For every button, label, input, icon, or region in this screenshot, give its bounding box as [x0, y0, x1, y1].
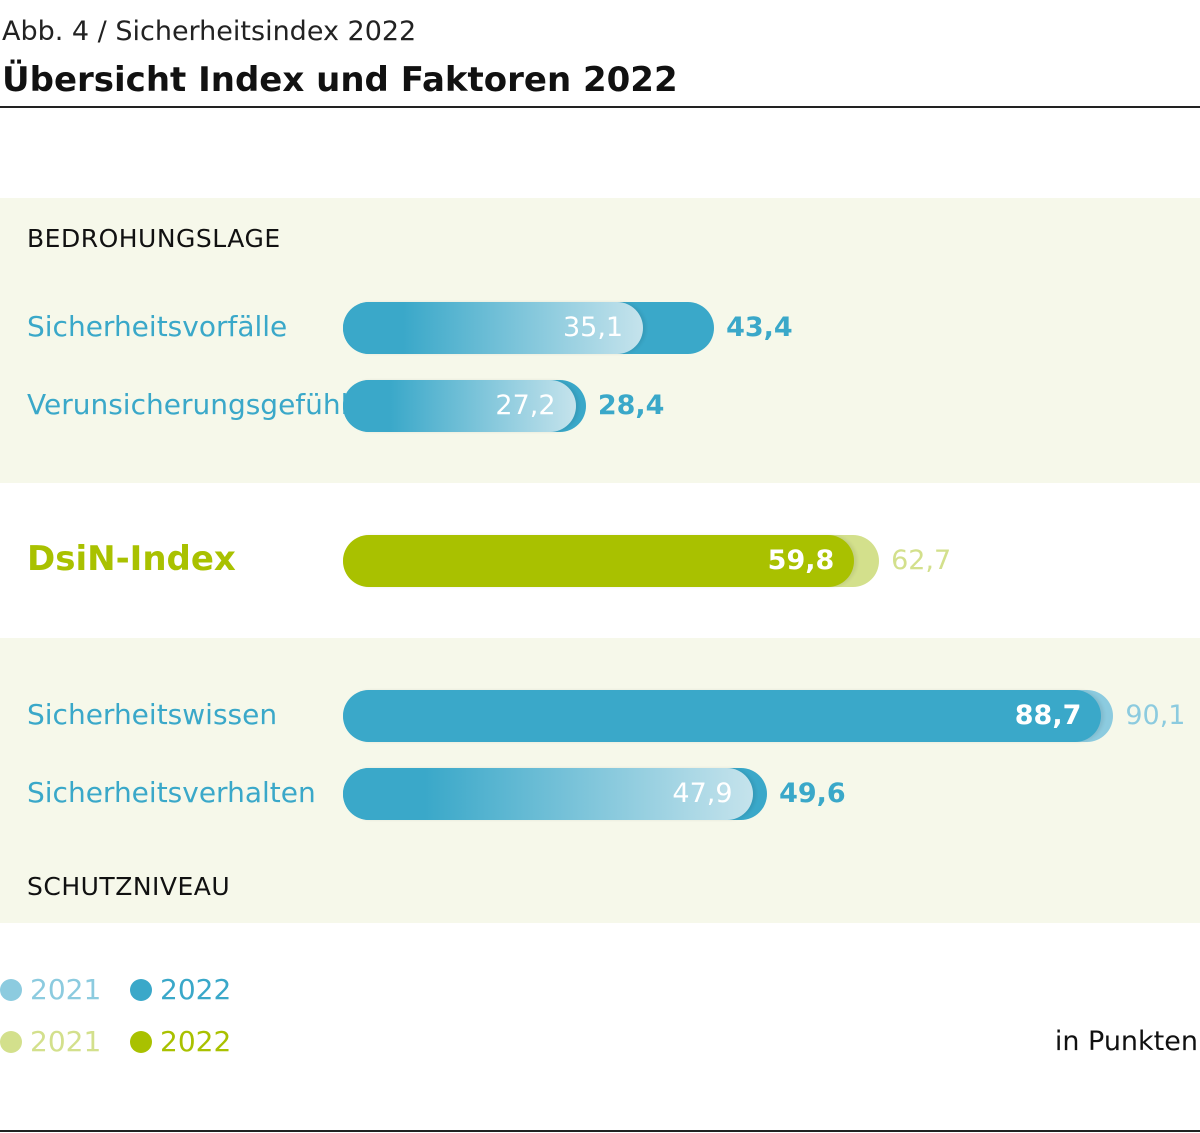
legend-label-green-2021: 2021: [30, 1025, 102, 1058]
row-label-sicherheitswissen: Sicherheitswissen: [27, 698, 278, 731]
bar-2021-sicherheitsvorfälle: 35,1: [343, 302, 644, 354]
bar-group-sicherheitsvorfälle: 35,1: [343, 302, 715, 354]
row-label-sicherheitsvorfälle: Sicherheitsvorfälle: [27, 310, 288, 343]
bar-2022-dsin-index: 59,8: [343, 535, 855, 587]
bar-value-inner-sicherheitsvorfälle: 35,1: [562, 312, 624, 343]
bar-2021-sicherheitsverhalten: 47,9: [343, 768, 753, 820]
bar-group-sicherheitsverhalten: 47,9: [343, 768, 768, 820]
bar-2022-sicherheitswissen: 88,7: [343, 690, 1102, 742]
bar-value-outer-verunsicherungsgefühl: 28,4: [597, 390, 665, 421]
figure-kicker: Abb. 4 / Sicherheitsindex 2022: [2, 16, 417, 47]
bar-group-verunsicherungsgefühl: 27,2: [343, 380, 586, 432]
legend-label-blue-2021: 2021: [30, 973, 102, 1006]
bar-value-outer-sicherheitsverhalten: 49,6: [779, 778, 846, 809]
unit-note: in Punkten: [1054, 1026, 1198, 1057]
bar-2021-verunsicherungsgefühl: 27,2: [343, 380, 576, 432]
legend-label-blue-2022: 2022: [160, 973, 232, 1006]
chart-title: Übersicht Index und Faktoren 2022: [2, 60, 678, 100]
bar-value-inner-verunsicherungsgefühl: 27,2: [495, 390, 556, 421]
legend-swatch-blue-2021: [0, 979, 22, 1001]
bar-value-outer-sicherheitswissen: 90,1: [1125, 700, 1186, 731]
bar-value-inner-sicherheitswissen: 88,7: [1014, 700, 1082, 731]
section-label-schutzniveau: SCHUTZNIVEAU: [27, 872, 231, 901]
section-label-bedrohungslage: BEDROHUNGSLAGE: [27, 224, 281, 253]
bar-value-inner-dsin-index: 59,8: [767, 545, 835, 576]
legend-label-green-2022: 2022: [160, 1025, 232, 1058]
row-label-dsin-index: DsiN-Index: [27, 539, 236, 579]
legend-swatch-green-2021: [0, 1031, 22, 1053]
bar-value-outer-sicherheitsvorfälle: 43,4: [726, 312, 793, 343]
bar-group-sicherheitswissen: 88,7: [343, 690, 1114, 742]
bar-group-dsin-index: 59,8: [343, 535, 880, 587]
row-label-verunsicherungsgefühl: Verunsicherungsgefühl: [27, 388, 349, 421]
bar-value-inner-sicherheitsverhalten: 47,9: [672, 778, 733, 809]
bar-value-outer-dsin-index: 62,7: [891, 545, 952, 576]
legend-swatch-green-2022: [130, 1031, 152, 1053]
legend-swatch-blue-2022: [130, 979, 152, 1001]
bottom-rule: [0, 1130, 1200, 1132]
row-label-sicherheitsverhalten: Sicherheitsverhalten: [27, 776, 316, 809]
top-rule: [0, 106, 1200, 108]
